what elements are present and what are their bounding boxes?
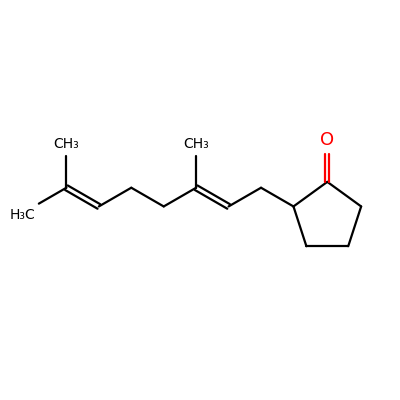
Text: CH₃: CH₃ bbox=[183, 137, 209, 151]
Text: H₃C: H₃C bbox=[9, 208, 35, 222]
Text: O: O bbox=[320, 131, 334, 149]
Text: CH₃: CH₃ bbox=[54, 137, 79, 151]
